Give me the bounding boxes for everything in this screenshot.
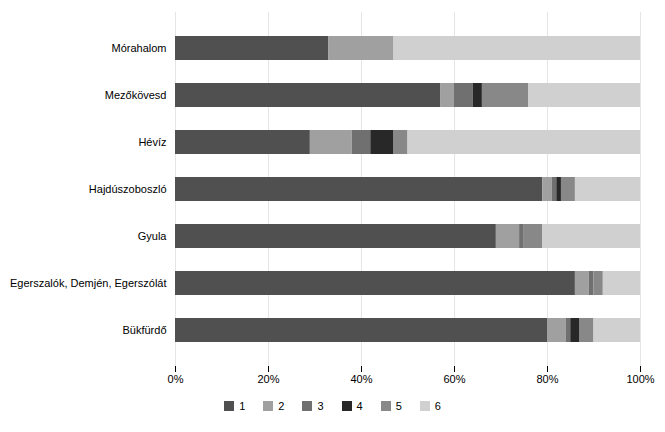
html-text:5: 5 [395, 400, 402, 412]
svg-text:Mezőkövesd: Mezőkövesd [105, 89, 167, 101]
html-text:6: 6 [434, 400, 441, 412]
html-text:2: 2 [278, 400, 285, 412]
svg-text:0%: 0% [168, 373, 184, 385]
svg-text:100%: 100% [626, 373, 654, 385]
svg-text:40%: 40% [350, 373, 372, 385]
html-text:1: 1 [239, 400, 246, 412]
html-text:4: 4 [356, 400, 363, 412]
svg-text:80%: 80% [536, 373, 558, 385]
svg-text:20%: 20% [257, 373, 279, 385]
svg-text:Bükfürdő: Bükfürdő [122, 324, 166, 336]
svg-text:60%: 60% [443, 373, 465, 385]
svg-text:Gyula: Gyula [138, 230, 168, 242]
html-text:3: 3 [317, 400, 324, 412]
svg-text:Hajdúszoboszló: Hajdúszoboszló [89, 183, 167, 195]
svg-text:Hévíz: Hévíz [138, 136, 166, 148]
svg-text:Egerszalók, Demjén, Egerszólát: Egerszalók, Demjén, Egerszólát [10, 277, 167, 289]
svg-text:Mórahalom: Mórahalom [111, 42, 166, 54]
